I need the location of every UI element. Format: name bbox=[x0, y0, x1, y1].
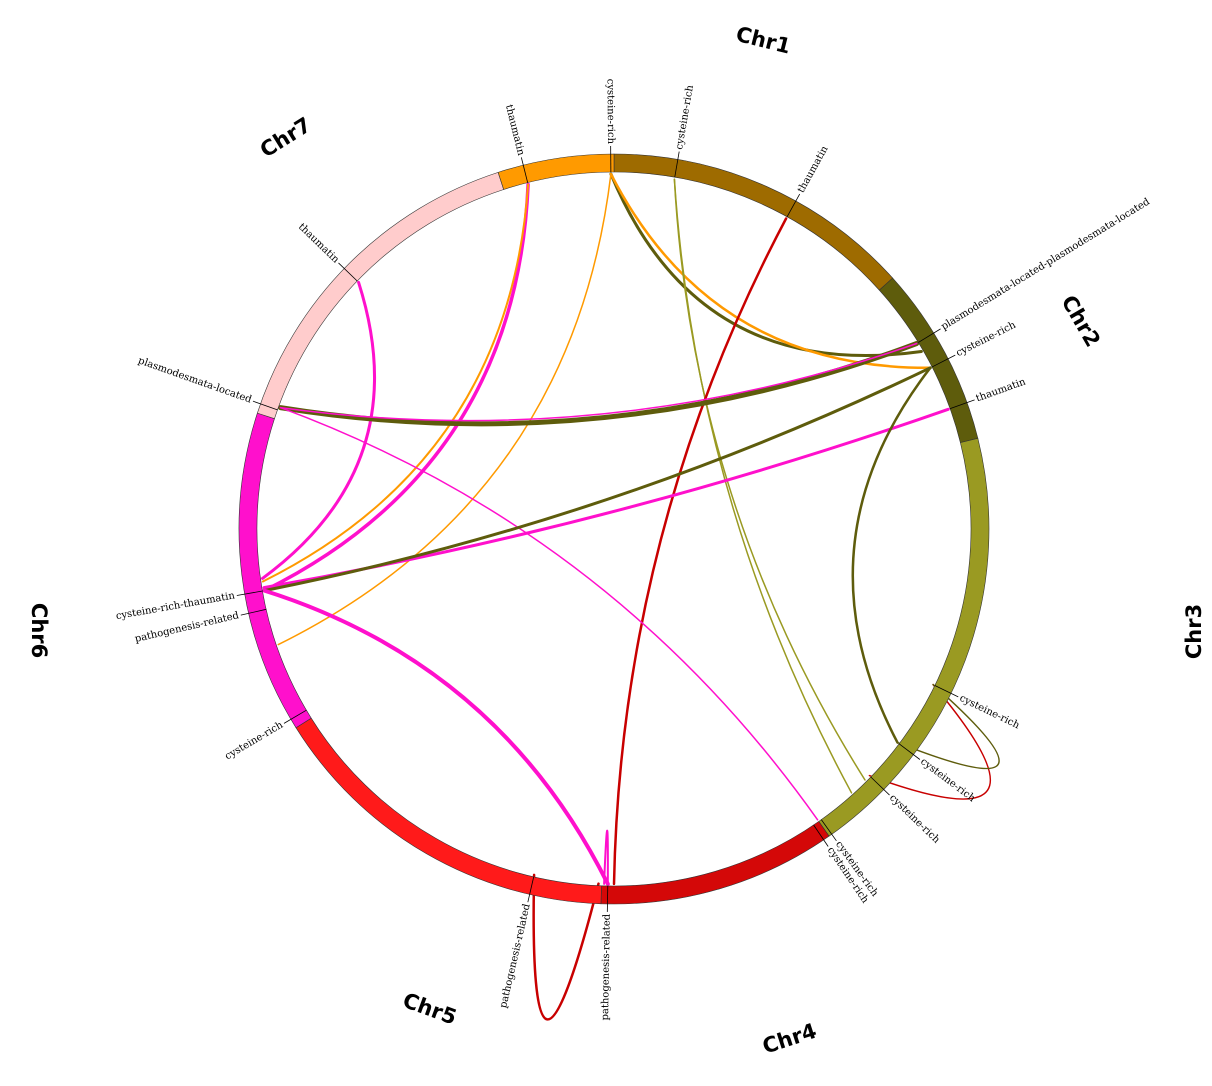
gene-label-14: cysteine-rich bbox=[223, 719, 285, 762]
chromosome-segment-chr1 bbox=[613, 153, 894, 291]
gene-tick-7 bbox=[934, 685, 959, 698]
link-4 bbox=[673, 178, 853, 794]
link-11 bbox=[279, 342, 918, 422]
gene-tick-1 bbox=[674, 151, 680, 178]
gene-tick-11 bbox=[813, 824, 829, 847]
link-13 bbox=[262, 366, 932, 593]
links-layer bbox=[261, 172, 1000, 1021]
gene-tick-3 bbox=[786, 193, 801, 217]
gene-label-5: cysteine-rich bbox=[955, 319, 1019, 359]
link-17 bbox=[262, 588, 610, 886]
gene-label-2: thaumatin bbox=[503, 104, 526, 158]
link-5 bbox=[612, 217, 788, 886]
gene-label-0: cysteine-rich bbox=[605, 79, 617, 145]
link-3 bbox=[673, 178, 866, 781]
link-1 bbox=[609, 172, 932, 370]
gene-tick-16 bbox=[236, 590, 263, 596]
link-14 bbox=[851, 366, 932, 744]
gene-tick-5 bbox=[931, 354, 956, 368]
chromosome-label-chr6: Chr6 bbox=[27, 603, 51, 658]
gene-label-9: cysteine-rich bbox=[887, 793, 942, 847]
chromosome-ring bbox=[238, 153, 990, 905]
gene-label-7: cysteine-rich bbox=[958, 693, 1022, 732]
link-8 bbox=[261, 280, 377, 580]
link-16 bbox=[896, 683, 1000, 770]
gene-label-4: plasmodesmata-located-plasmodesmata-loca… bbox=[939, 196, 1152, 332]
gene-label-1: cysteine-rich bbox=[674, 84, 696, 151]
link-15 bbox=[868, 683, 992, 800]
gene-label-3: thaumatin bbox=[796, 144, 831, 195]
gene-tick-8 bbox=[898, 743, 921, 760]
gene-tick-10 bbox=[820, 819, 837, 842]
chromosome-label-chr5: Chr5 bbox=[400, 988, 460, 1029]
chromosome-segment-chr2 bbox=[878, 277, 979, 443]
link-19 bbox=[603, 829, 609, 885]
chromosome-label-chr7: Chr7 bbox=[256, 113, 316, 163]
link-10 bbox=[279, 406, 819, 821]
gene-tick-4 bbox=[918, 328, 941, 343]
link-2 bbox=[277, 173, 612, 646]
gene-tick-17 bbox=[252, 400, 278, 411]
chromosome-segment-chr8 bbox=[497, 153, 615, 190]
gene-label-6: thaumatin bbox=[975, 376, 1028, 404]
chromosome-segment-chr5 bbox=[295, 717, 602, 905]
link-9 bbox=[277, 341, 920, 427]
gene-label-17: plasmodesmata-located bbox=[137, 355, 254, 405]
chromosome-segment-chr3 bbox=[818, 437, 990, 837]
gene-tick-15 bbox=[240, 608, 267, 616]
chromosome-label-chr3: Chr3 bbox=[1182, 604, 1206, 659]
link-6 bbox=[262, 182, 530, 593]
gene-tick-18 bbox=[338, 262, 358, 282]
gene-label-18: thaumatin bbox=[296, 221, 341, 265]
chromosome-segment-chr7 bbox=[256, 171, 505, 420]
link-0 bbox=[609, 172, 923, 357]
gene-tick-13 bbox=[527, 876, 535, 903]
gene-tick-2 bbox=[520, 157, 529, 183]
chromosome-segment-chr4 bbox=[600, 821, 830, 905]
chromosome-label-chr4: Chr4 bbox=[759, 1019, 819, 1059]
gene-tick-14 bbox=[283, 709, 307, 724]
gene-tick-9 bbox=[870, 776, 890, 796]
gene-tick-6 bbox=[949, 399, 975, 410]
chromosome-label-chr1: Chr1 bbox=[734, 22, 794, 59]
link-18 bbox=[532, 873, 600, 1021]
chromosome-label-chr2: Chr2 bbox=[1057, 291, 1105, 351]
gene-label-12: pathogenesis-related bbox=[600, 913, 613, 1020]
gene-label-13: pathogenesis-related bbox=[498, 902, 533, 1009]
